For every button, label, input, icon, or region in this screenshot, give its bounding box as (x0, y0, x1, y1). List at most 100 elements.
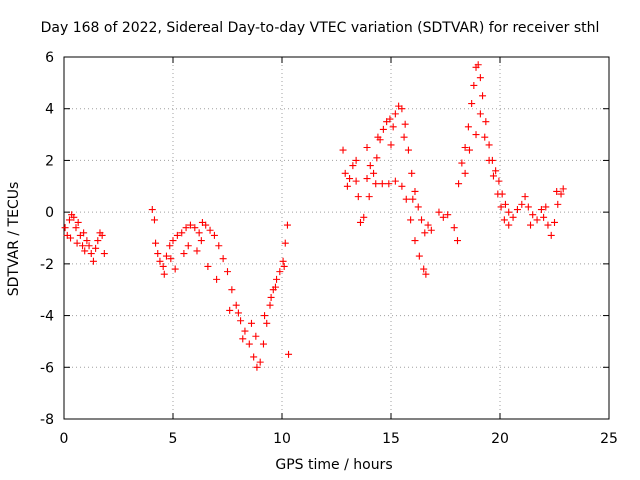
data-point (152, 239, 160, 247)
data-point (372, 180, 380, 188)
data-point (352, 156, 360, 164)
x-tick-label: 25 (600, 431, 618, 447)
data-point (398, 182, 406, 190)
data-point (72, 224, 80, 232)
axis-ticks: 0 5 10 15 20 25 -8 -6 -4 -2 0 2 4 6 (40, 50, 618, 447)
data-point (283, 221, 291, 229)
data-point (61, 224, 69, 232)
data-point (228, 286, 236, 294)
data-point (67, 234, 75, 242)
data-point (261, 312, 269, 320)
data-point (474, 61, 482, 69)
y-tick-label: 4 (45, 102, 54, 118)
data-point (386, 115, 394, 123)
data-point (544, 221, 552, 229)
data-point (148, 206, 156, 214)
data-point (92, 244, 100, 252)
data-point (341, 169, 349, 177)
data-point (481, 133, 489, 141)
data-point (366, 162, 374, 170)
data-point (485, 141, 493, 149)
x-tick-label: 5 (169, 431, 178, 447)
data-point (256, 358, 264, 366)
data-point (513, 206, 521, 214)
data-point (202, 221, 210, 229)
data-point (554, 200, 562, 208)
data-point (271, 283, 279, 291)
data-point (195, 229, 203, 237)
data-point (156, 257, 164, 265)
data-point (162, 252, 170, 260)
data-point (537, 206, 545, 214)
data-point (273, 275, 281, 283)
data-point (182, 224, 190, 232)
data-point (81, 247, 89, 255)
data-point (411, 237, 419, 245)
data-point (210, 231, 218, 239)
data-point (461, 144, 469, 151)
data-point (74, 218, 82, 226)
data-point (540, 213, 548, 221)
data-point (479, 92, 487, 100)
y-tick-label: -6 (40, 360, 54, 376)
data-point (360, 213, 368, 221)
data-point (415, 252, 423, 260)
x-tick-label: 20 (491, 431, 509, 447)
data-point (501, 200, 509, 208)
x-tick-label: 15 (382, 431, 400, 447)
data-point (98, 231, 106, 239)
data-point (373, 154, 381, 162)
data-point (553, 187, 561, 195)
data-point (83, 237, 91, 245)
data-point (378, 180, 386, 188)
data-point (191, 224, 199, 232)
data-point (407, 216, 415, 224)
y-tick-label: -4 (40, 309, 54, 325)
data-point (524, 203, 532, 211)
data-point (70, 213, 78, 221)
data-point (421, 229, 429, 237)
data-point (349, 162, 357, 170)
data-point (100, 250, 108, 258)
data-point (280, 262, 288, 270)
data-point (363, 175, 371, 183)
y-tick-label: -2 (40, 257, 54, 273)
data-point (385, 180, 393, 188)
data-point (414, 203, 422, 211)
data-point (402, 195, 410, 203)
data-points (61, 61, 567, 371)
data-point (226, 306, 234, 314)
y-tick-label: 2 (45, 153, 54, 169)
data-point (489, 172, 497, 180)
data-point (427, 226, 435, 234)
data-point (409, 195, 417, 203)
data-point (547, 231, 555, 239)
data-point (389, 123, 397, 131)
x-tick-label: 10 (273, 431, 291, 447)
data-point (65, 216, 73, 224)
x-tick-label: 0 (60, 431, 69, 447)
data-point (464, 123, 472, 131)
data-point (343, 182, 351, 190)
data-point (85, 242, 93, 250)
data-point (557, 190, 565, 198)
data-point (533, 216, 541, 224)
data-point (252, 332, 260, 340)
data-point (73, 239, 81, 247)
data-point (485, 156, 493, 164)
data-point (204, 262, 212, 270)
data-point (404, 146, 412, 154)
data-point (424, 221, 432, 229)
data-point (354, 193, 362, 201)
data-point (529, 211, 537, 219)
data-point (420, 265, 428, 273)
data-point (500, 216, 508, 224)
data-point (279, 257, 287, 265)
data-point (494, 190, 502, 198)
data-point (247, 319, 255, 327)
data-point (159, 262, 167, 270)
data-point (363, 144, 371, 151)
data-point (259, 340, 267, 348)
data-point (263, 319, 271, 327)
data-point (171, 265, 179, 273)
